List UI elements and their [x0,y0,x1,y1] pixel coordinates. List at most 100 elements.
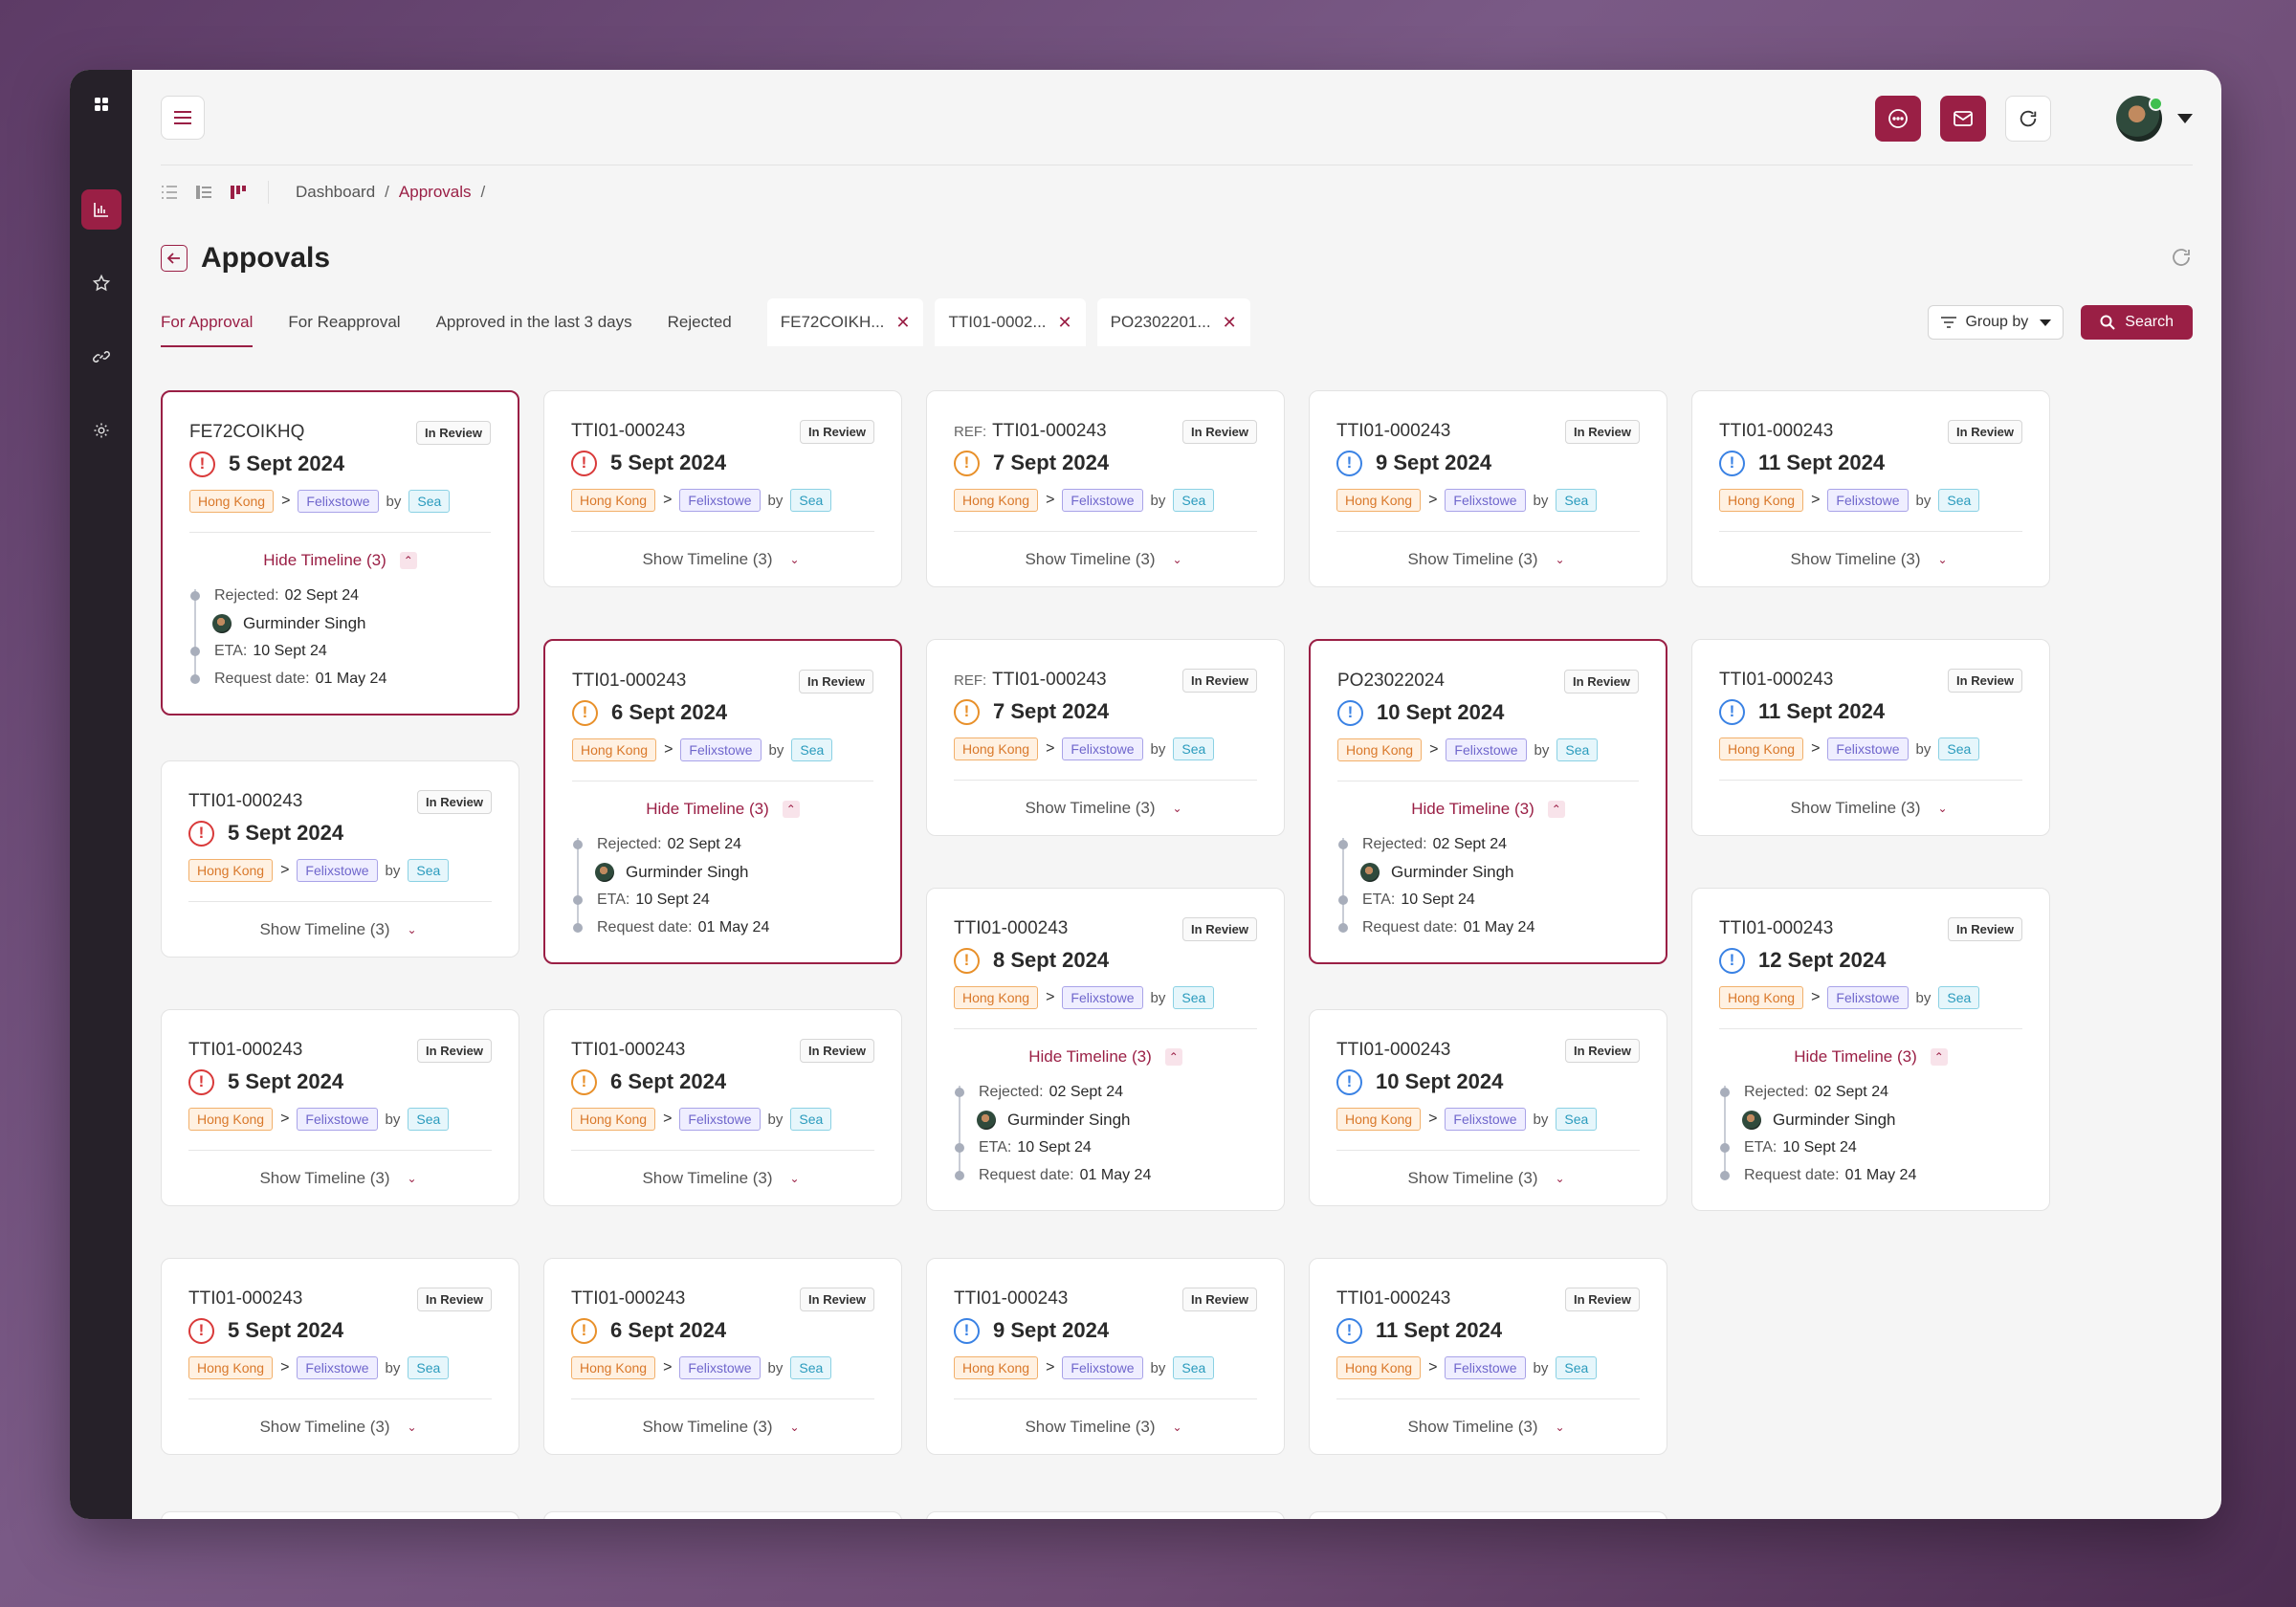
timeline-eta: ETA: 10 Sept 24 [1338,886,1639,914]
show-timeline-button[interactable]: Show Timeline (3) ⌄ [1719,781,2022,835]
mode-tag: Sea [1173,1356,1215,1379]
breadcrumb-dashboard[interactable]: Dashboard [296,183,376,201]
back-arrow-icon[interactable] [161,245,188,272]
card-date: 7 Sept 2024 [993,699,1110,723]
mode-tag: Sea [1556,738,1599,761]
board-view-icon[interactable] [230,185,247,200]
approval-card[interactable] [543,1511,902,1519]
mail-icon[interactable] [1940,96,1986,142]
avatar [1360,862,1380,882]
compact-view-icon[interactable] [195,185,212,200]
chat-icon[interactable] [1875,96,1921,142]
filter-tab[interactable]: PO2302201... ✕ [1096,298,1250,346]
card-header: TTI01-000243 In Review [1336,1259,1640,1339]
approval-card[interactable]: TTI01-000243 In Review ! 6 Sept 2024 Hon… [543,1009,902,1206]
dashboard-chart-icon[interactable] [81,189,121,230]
filter-tab[interactable]: TTI01-0002... ✕ [935,298,1086,346]
show-timeline-button[interactable]: Show Timeline (3) ⌄ [954,532,1257,586]
show-timeline-button[interactable]: Show Timeline (3) ⌄ [1336,1151,1640,1205]
list-view-icon[interactable] [161,185,178,200]
by-label: by [1915,740,1932,758]
approval-card[interactable]: TTI01-000243 In Review ! 10 Sept 2024 Ho… [1309,1009,1667,1206]
hamburger-menu-button[interactable] [161,95,205,140]
approval-card[interactable]: TTI01-000243 In Review ! 8 Sept 2024 Hon… [926,888,1285,1211]
settings-gear-icon[interactable] [81,410,121,451]
refresh-icon[interactable] [2005,96,2051,142]
show-timeline-button[interactable]: Show Timeline (3) ⌄ [1336,1399,1640,1454]
avatar [1742,1110,1761,1130]
show-timeline-button[interactable]: Show Timeline (3) ⌄ [954,781,1257,835]
approval-card[interactable] [926,1511,1285,1519]
tab-for-reapproval[interactable]: For Reapproval [288,313,401,331]
show-timeline-button[interactable]: Show Timeline (3) ⌄ [954,1399,1257,1454]
approval-card[interactable]: TTI01-000243 In Review ! 11 Sept 2024 Ho… [1309,1258,1667,1455]
card-header: TTI01-000243 In Review [1719,640,2022,720]
user-avatar[interactable] [2116,96,2163,142]
chevron-right-icon: > [1046,740,1055,757]
card-id-text: TTI01-000243 [1336,1040,1451,1060]
hide-timeline-button[interactable]: Hide Timeline (3) ⌃ [1337,781,1639,836]
show-timeline-button[interactable]: Show Timeline (3) ⌄ [1719,532,2022,586]
approval-card[interactable]: TTI01-000243 In Review ! 11 Sept 2024 Ho… [1691,639,2050,836]
show-timeline-button[interactable]: Show Timeline (3) ⌄ [188,1151,492,1205]
hide-timeline-button[interactable]: Hide Timeline (3) ⌃ [954,1029,1257,1084]
approval-card[interactable]: REF: TTI01-000243 In Review ! 7 Sept 2024… [926,390,1285,587]
approval-card[interactable]: TTI01-000243 In Review ! 12 Sept 2024 Ho… [1691,888,2050,1211]
chevron-down-icon: ⌄ [407,1171,417,1185]
show-timeline-button[interactable]: Show Timeline (3) ⌄ [571,532,874,586]
mode-tag: Sea [790,489,832,512]
alert-icon: ! [1337,699,1363,726]
group-by-dropdown[interactable]: Group by [1928,305,2064,340]
search-button[interactable]: Search [2081,305,2193,340]
timeline-eta: ETA: 10 Sept 24 [1720,1134,2022,1161]
approval-card[interactable]: TTI01-000243 In Review ! 5 Sept 2024 Hon… [543,390,902,587]
approval-card[interactable]: PO23022024 In Review ! 10 Sept 2024 Hong… [1309,639,1667,964]
route-row: Hong Kong > Felixstowe by Sea [571,489,874,532]
card-header: TTI01-000243 In Review [571,1010,874,1090]
filter-tab[interactable]: FE72COIKH... ✕ [766,298,924,346]
card-id: TTI01-000243 [1336,1288,1450,1310]
show-timeline-label: Show Timeline (3) [1790,798,1921,817]
approval-card[interactable]: TTI01-000243 In Review ! 9 Sept 2024 Hon… [926,1258,1285,1455]
show-timeline-button[interactable]: Show Timeline (3) ⌄ [571,1399,874,1454]
breadcrumb-approvals[interactable]: Approvals [398,183,472,201]
approval-card[interactable]: TTI01-000243 In Review ! 6 Sept 2024 Hon… [543,639,902,964]
card-header: TTI01-000243 In Review [571,391,874,472]
approval-card[interactable]: TTI01-000243 In Review ! 5 Sept 2024 Hon… [161,760,519,958]
chevron-down-icon[interactable] [2177,114,2193,123]
close-icon[interactable]: ✕ [1057,312,1072,332]
card-date: 5 Sept 2024 [228,1069,344,1093]
card-id: TTI01-000243 [572,671,686,692]
status-badge: In Review [1948,916,2022,941]
reload-icon[interactable] [2170,246,2193,274]
approval-card[interactable]: TTI01-000243 In Review ! 6 Sept 2024 Hon… [543,1258,902,1455]
chevron-right-icon: > [280,1359,290,1376]
card-id-text: TTI01-000243 [571,1040,686,1060]
tab-rejected[interactable]: Rejected [667,313,732,331]
tab-approved-last-3-days[interactable]: Approved in the last 3 days [435,313,632,331]
show-timeline-button[interactable]: Show Timeline (3) ⌄ [571,1151,874,1205]
apps-grid-icon[interactable] [81,84,121,124]
origin-tag: Hong Kong [572,738,657,761]
link-icon[interactable] [81,337,121,377]
card-id-text: TTI01-000243 [1719,421,1834,441]
hide-timeline-button[interactable]: Hide Timeline (3) ⌃ [1719,1029,2022,1084]
close-icon[interactable]: ✕ [895,312,911,332]
show-timeline-button[interactable]: Show Timeline (3) ⌄ [188,1399,492,1454]
tab-for-approval[interactable]: For Approval [161,297,254,347]
star-icon[interactable] [81,263,121,303]
approval-card[interactable]: REF: TTI01-000243 In Review ! 7 Sept 2024… [926,639,1285,836]
show-timeline-button[interactable]: Show Timeline (3) ⌄ [188,902,492,957]
approval-card[interactable] [161,1511,519,1519]
hide-timeline-button[interactable]: Hide Timeline (3) ⌃ [572,781,873,836]
approval-card[interactable]: TTI01-000243 In Review ! 5 Sept 2024 Hon… [161,1009,519,1206]
approval-card[interactable]: TTI01-000243 In Review ! 9 Sept 2024 Hon… [1309,390,1667,587]
approval-card[interactable]: TTI01-000243 In Review ! 5 Sept 2024 Hon… [161,1258,519,1455]
approval-card[interactable]: TTI01-000243 In Review ! 11 Sept 2024 Ho… [1691,390,2050,587]
hide-timeline-button[interactable]: Hide Timeline (3) ⌃ [189,533,491,587]
approval-card[interactable]: FE72COIKHQ In Review ! 5 Sept 2024 Hong … [161,390,519,715]
close-icon[interactable]: ✕ [1222,312,1237,332]
destination-tag: Felixstowe [680,738,762,761]
approval-card[interactable] [1309,1511,1667,1519]
show-timeline-button[interactable]: Show Timeline (3) ⌄ [1336,532,1640,586]
